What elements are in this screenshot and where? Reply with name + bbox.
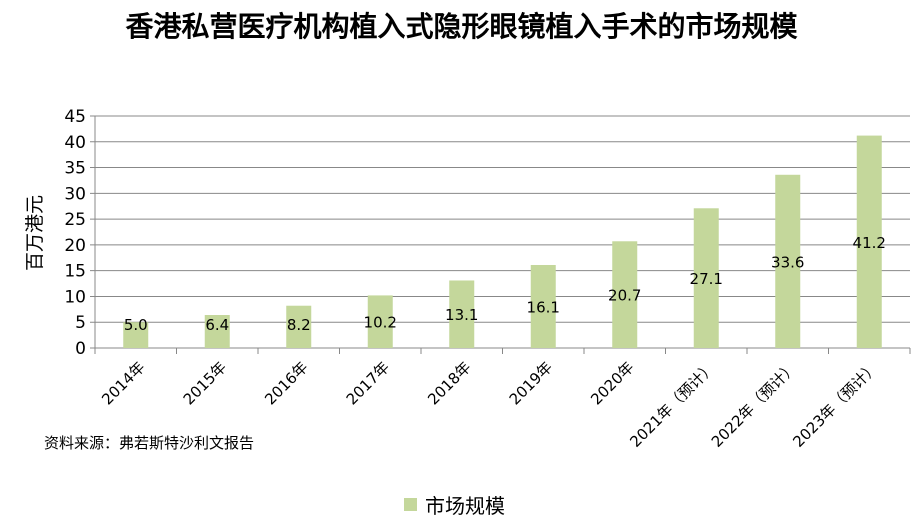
- y-tick-label: 40: [64, 133, 86, 153]
- data-label: 6.4: [205, 316, 229, 334]
- x-tick-label: 2017年: [343, 358, 393, 408]
- bar: [123, 322, 149, 348]
- y-tick-label: 5: [75, 313, 86, 333]
- x-tick-label: 2014年: [98, 358, 148, 408]
- y-tick-label: 20: [64, 236, 86, 256]
- x-tick-label: 2018年: [424, 358, 474, 408]
- data-label: 27.1: [690, 270, 723, 288]
- x-tick-label: 2020年: [587, 358, 637, 408]
- bar: [204, 315, 230, 348]
- bars: [123, 135, 882, 348]
- legend-label: 市场规模: [425, 494, 505, 518]
- y-tick-label: 0: [75, 339, 86, 359]
- gridlines: [90, 115, 911, 354]
- data-label: 5.0: [124, 316, 148, 334]
- x-tick-label: 2021年（预计）: [626, 358, 719, 451]
- x-tick-label: 2016年: [261, 358, 311, 408]
- data-label: 41.2: [853, 234, 886, 252]
- bar: [612, 241, 638, 348]
- y-tick-label: 10: [64, 287, 86, 307]
- bar: [367, 295, 393, 348]
- data-label: 10.2: [364, 314, 397, 332]
- data-label: 8.2: [287, 316, 311, 334]
- bar: [530, 264, 556, 348]
- x-tick-label: 2015年: [180, 358, 230, 408]
- data-labels: 5.0 6.4 8.2 10.2 13.1 16.1 20.7 27.1 33.6 41.2: [124, 234, 886, 334]
- y-tick-labels: 0 5 10 15 20 25 30 35 40 45: [64, 107, 86, 359]
- legend-swatch: [404, 498, 417, 511]
- bar: [693, 208, 719, 348]
- y-tick-label: 45: [64, 107, 86, 127]
- data-label: 13.1: [445, 306, 478, 324]
- source-note: 资料来源：弗若斯特沙利文报告: [44, 434, 255, 452]
- y-tick-label: 25: [64, 210, 86, 230]
- x-tick-label: 2023年（预计）: [789, 358, 882, 451]
- data-label: 33.6: [771, 253, 804, 271]
- chart-title-text: 香港私营医疗机构植入式隐形眼镜植入手术的市场规模: [125, 10, 798, 43]
- x-tick-label: 2019年: [506, 358, 556, 408]
- y-tick-label: 30: [64, 184, 86, 204]
- data-label: 20.7: [608, 287, 641, 305]
- y-tick-label: 35: [64, 159, 86, 179]
- legend: 市场规模: [404, 490, 505, 519]
- y-axis-label: 百万港元: [24, 195, 46, 271]
- data-label: 16.1: [527, 298, 560, 316]
- x-tick-label: 2022年（预计）: [708, 358, 801, 451]
- y-tick-label: 15: [64, 262, 86, 282]
- bar: [775, 174, 801, 348]
- bar: [449, 280, 475, 348]
- bar: [856, 135, 882, 348]
- bar: [286, 305, 312, 348]
- chart-title: 香港私营医疗机构植入式隐形眼镜植入手术的市场规模: [0, 8, 923, 46]
